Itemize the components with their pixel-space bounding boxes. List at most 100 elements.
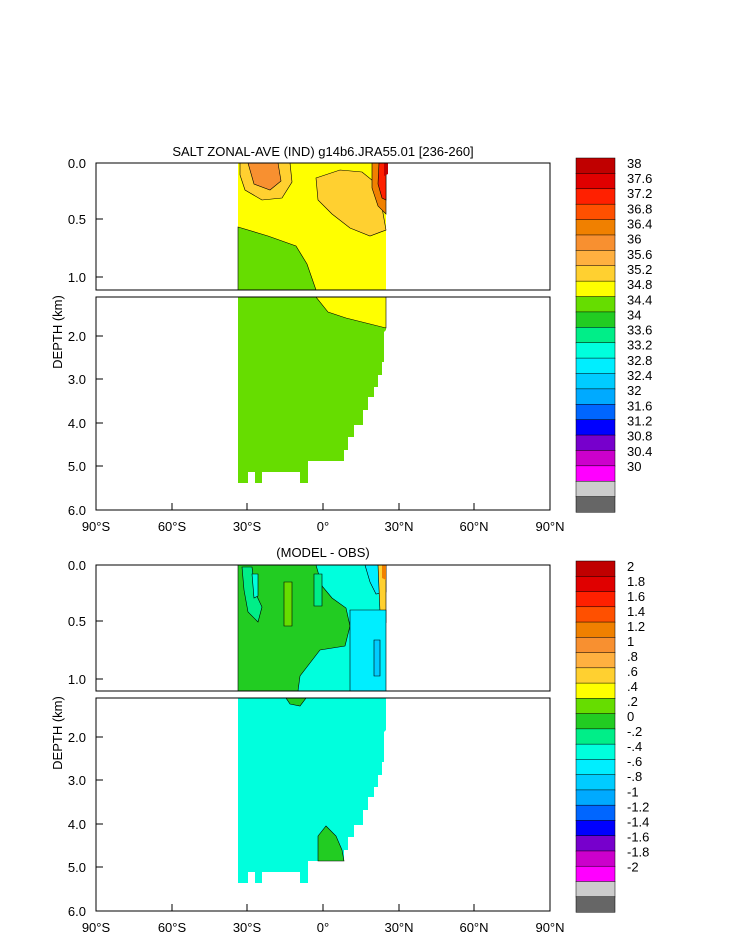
difference-x-tick-90n: 90°N (535, 920, 564, 935)
salinity-lower-field (238, 296, 387, 483)
difference-colorbar-label-19: -1.8 (627, 844, 649, 859)
difference-colorbar-label-7: .6 (627, 664, 638, 679)
difference-colorbar-label-16: -1.2 (627, 799, 649, 814)
salinity-colorbar-label-12: 33.2 (627, 338, 652, 353)
salinity-colorbar-box-16 (575, 404, 616, 421)
difference-depth-tick-1.0: 1.0 (68, 672, 86, 687)
salinity-colorbar-label-1: 37.6 (627, 171, 652, 186)
salinity-colorbar-box-9 (575, 296, 616, 313)
salinity-colorbar-label-17: 31.2 (627, 414, 652, 429)
salinity-chart-title: SALT ZONAL-AVE (IND) g14b6.JRA55.01 [236… (172, 144, 473, 159)
salinity-colorbar-box-22 (575, 496, 616, 513)
salinity-x-tick-0: 0° (317, 519, 329, 534)
difference-colorbar-box-22 (575, 896, 616, 913)
salinity-depth-tick-5.0: 5.0 (68, 459, 86, 474)
difference-colorbar-box-7 (575, 667, 616, 684)
salinity-colorbar-label-9: 34.4 (627, 292, 652, 307)
salinity-colorbar-box-6 (575, 250, 616, 267)
salinity-colorbar-label-3: 36.8 (627, 201, 652, 216)
difference-colorbar-box-12 (575, 743, 616, 760)
difference-y-axis-label: DEPTH (km) (50, 696, 65, 770)
salinity-colorbar-box-20 (575, 465, 616, 482)
salinity-colorbar-label-19: 30.4 (627, 444, 652, 459)
salinity-colorbar-box-2 (575, 188, 616, 205)
salinity-depth-tick-0.0: 0.0 (68, 156, 86, 171)
difference-colorbar-label-11: -.2 (627, 724, 642, 739)
difference-colorbar-box-13 (575, 759, 616, 776)
salinity-x-tick-90s: 90°S (82, 519, 111, 534)
salinity-x-tick-90n: 90°N (535, 519, 564, 534)
difference-colorbar-box-9 (575, 698, 616, 715)
salinity-colorbar-label-6: 35.6 (627, 247, 652, 262)
salinity-colorbar-label-15: 32 (627, 383, 641, 398)
difference-colorbar-box-2 (575, 591, 616, 608)
salinity-colorbar-label-5: 36 (627, 232, 641, 247)
salinity-depth-tick-4.0: 4.0 (68, 416, 86, 431)
difference-colorbar-label-4: 1.2 (627, 619, 645, 634)
difference-x-tick-30s: 30°S (233, 920, 262, 935)
difference-colorbar-box-21 (575, 881, 616, 898)
difference-colorbar-label-6: .8 (627, 649, 638, 664)
difference-depth-tick-3.0: 3.0 (68, 773, 86, 788)
salinity-colorbar-box-4 (575, 219, 616, 236)
salinity-colorbar-box-14 (575, 373, 616, 390)
difference-colorbar-box-4 (575, 621, 616, 638)
difference-colorbar-label-10: 0 (627, 709, 634, 724)
salinity-colorbar-label-10: 34 (627, 307, 641, 322)
axis-tick-marks (95, 162, 551, 912)
salinity-y-axis-label: DEPTH (km) (50, 295, 65, 369)
difference-x-tick-60s: 60°S (158, 920, 187, 935)
difference-x-tick-0: 0° (317, 920, 329, 935)
salinity-colorbar-box-19 (575, 450, 616, 467)
difference-depth-tick-4.0: 4.0 (68, 817, 86, 832)
difference-colorbar-label-14: -.8 (627, 769, 642, 784)
difference-depth-tick-5.0: 5.0 (68, 860, 86, 875)
salinity-depth-tick-2.0: 2.0 (68, 329, 86, 344)
difference-colorbar-box-3 (575, 606, 616, 623)
difference-lower-field (238, 697, 386, 883)
salinity-upper-frame (95, 162, 551, 291)
salinity-colorbar-label-0: 38 (627, 156, 641, 171)
salinity-panel: SALT ZONAL-AVE (IND) g14b6.JRA55.01 [236… (50, 144, 652, 534)
salinity-colorbar-label-18: 30.8 (627, 429, 652, 444)
difference-x-tick-60n: 60°N (459, 920, 488, 935)
salinity-colorbar-box-21 (575, 480, 616, 498)
difference-colorbar-label-3: 1.4 (627, 604, 645, 619)
difference-colorbar-label-0: 2 (627, 559, 634, 574)
difference-colorbar-label-8: .4 (627, 679, 638, 694)
difference-upper-frame (95, 564, 551, 692)
salinity-x-tick-30s: 30°S (233, 519, 262, 534)
difference-colorbar-label-5: 1 (627, 634, 634, 649)
salinity-colorbar-box-15 (575, 388, 616, 405)
salinity-colorbar-label-7: 35.2 (627, 262, 652, 277)
difference-colorbar-label-18: -1.6 (627, 829, 649, 844)
difference-depth-tick-6.0: 6.0 (68, 904, 86, 919)
difference-colorbar-box-17 (575, 820, 616, 837)
difference-colorbar-box-0 (575, 560, 616, 577)
difference-colorbar-box-5 (575, 637, 616, 654)
difference-colorbar-label-17: -1.4 (627, 814, 649, 829)
difference-colorbar-box-8 (575, 682, 616, 699)
salinity-colorbar-box-0 (575, 157, 616, 174)
difference-colorbar-box-14 (575, 774, 616, 791)
salinity-colorbar-label-8: 34.8 (627, 277, 652, 292)
salinity-depth-tick-6.0: 6.0 (68, 503, 86, 518)
salinity-colorbar-box-11 (575, 327, 616, 344)
salinity-colorbar-label-2: 37.2 (627, 186, 652, 201)
salinity-colorbar-box-12 (575, 342, 616, 359)
salinity-colorbar-label-16: 31.6 (627, 398, 652, 413)
difference-colorbar-box-15 (575, 789, 616, 806)
salinity-colorbar-label-11: 33.6 (627, 323, 652, 338)
difference-panel: (MODEL - OBS) DEPTH (km) 0.0 0.5 1.0 2 (50, 545, 649, 935)
salinity-colorbar-box-10 (575, 311, 616, 328)
difference-colorbar-box-18 (575, 835, 616, 852)
salinity-colorbar-box-17 (575, 419, 616, 436)
salinity-colorbar-label-4: 36.4 (627, 216, 652, 231)
salinity-colorbar-box-1 (575, 173, 616, 190)
difference-colorbar-box-19 (575, 850, 616, 867)
difference-colorbar-label-12: -.4 (627, 739, 642, 754)
salinity-upper-field (237, 162, 388, 291)
difference-colorbar-label-9: .2 (627, 694, 638, 709)
difference-colorbar: 21.81.61.41.21.8.6.4.20-.2-.4-.6-.8-1-1.… (575, 559, 649, 913)
salinity-colorbar-box-7 (575, 265, 616, 282)
